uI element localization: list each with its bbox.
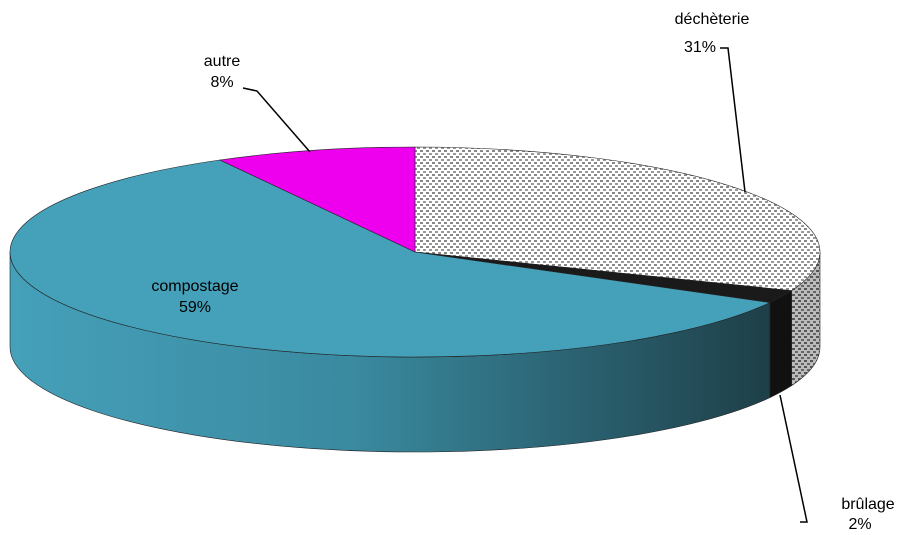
- slice-value-label: 31%: [684, 39, 716, 56]
- leader-line: [720, 47, 746, 193]
- slice-value-label: 2%: [848, 516, 871, 533]
- slice-label: compostage: [151, 278, 238, 295]
- slice-value-label: 59%: [179, 299, 211, 316]
- slice-value-label: 8%: [210, 74, 233, 91]
- slice: [218, 146, 416, 253]
- leader-line: [779, 394, 808, 523]
- slice-label: déchèterie: [675, 11, 750, 28]
- slice-label: autre: [204, 53, 241, 70]
- slice: [9, 159, 771, 358]
- slice-label: brûlage: [841, 496, 894, 513]
- slice: [414, 146, 821, 291]
- leaders: [242, 47, 808, 523]
- leader-line: [242, 87, 311, 153]
- labels: déchèterie 31% brûlage 2% compostage 59%…: [151, 11, 894, 533]
- slice-side: [769, 290, 792, 399]
- pie: [9, 146, 821, 453]
